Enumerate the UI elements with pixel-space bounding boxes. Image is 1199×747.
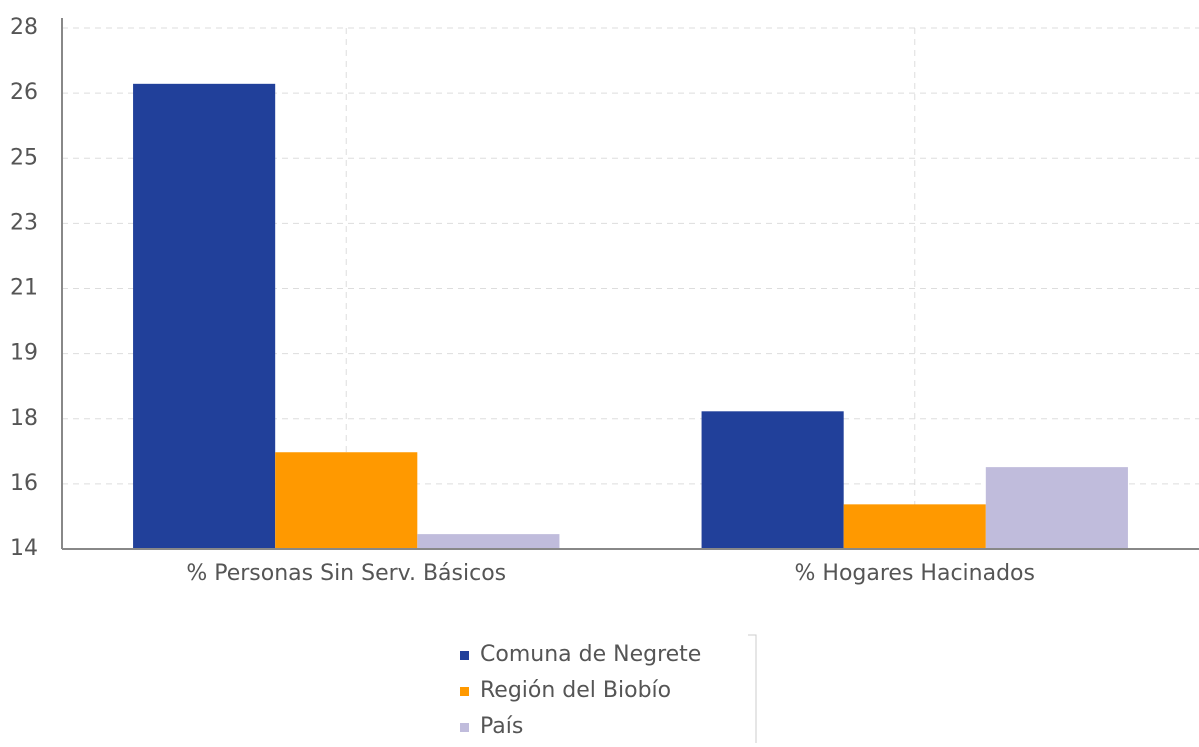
legend-swatch bbox=[460, 723, 469, 732]
bar bbox=[417, 534, 560, 549]
bar bbox=[843, 504, 986, 549]
bar bbox=[275, 452, 418, 549]
y-tick-label: 19 bbox=[10, 341, 38, 366]
x-tick-label: % Personas Sin Serv. Básicos bbox=[186, 561, 506, 586]
y-tick-label: 23 bbox=[10, 210, 38, 235]
legend-label: País bbox=[480, 714, 523, 739]
bar bbox=[133, 83, 276, 550]
legend-border bbox=[748, 634, 757, 747]
y-tick-label: 16 bbox=[10, 471, 38, 496]
y-tick-label: 18 bbox=[10, 406, 38, 431]
y-tick-label: 14 bbox=[10, 536, 38, 561]
y-tick-label: 26 bbox=[10, 80, 38, 105]
y-tick-label: 25 bbox=[10, 145, 38, 170]
y-tick-label: 28 bbox=[10, 15, 38, 40]
bar bbox=[985, 467, 1128, 549]
bar bbox=[701, 411, 844, 549]
legend-label: Región del Biobío bbox=[480, 678, 671, 703]
legend-label: Comuna de Negrete bbox=[480, 642, 701, 667]
x-tick-label: % Hogares Hacinados bbox=[795, 561, 1035, 586]
legend-swatch bbox=[460, 687, 469, 696]
legend-swatch bbox=[460, 651, 469, 660]
y-tick-label: 21 bbox=[10, 276, 38, 301]
